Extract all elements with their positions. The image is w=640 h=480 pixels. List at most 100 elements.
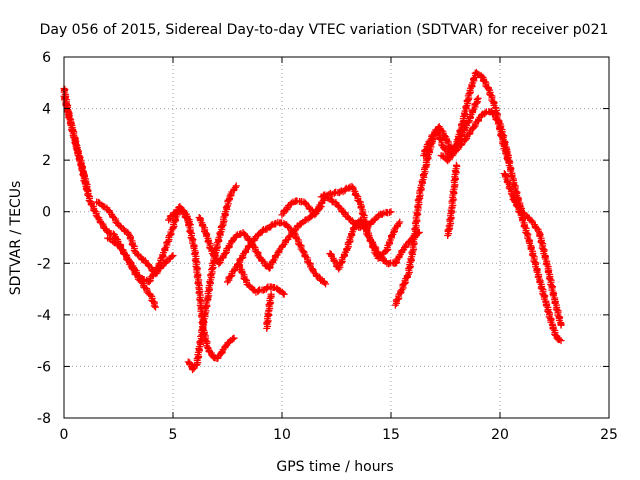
data-point	[189, 366, 197, 374]
data-point	[88, 201, 96, 209]
series-track-d	[104, 203, 194, 286]
data-point	[196, 338, 204, 346]
data-point	[557, 337, 565, 345]
data-point	[261, 262, 269, 270]
series-track-f	[184, 182, 240, 374]
x-tick-label: 0	[60, 427, 69, 443]
data-point	[320, 278, 328, 286]
data-point	[221, 249, 229, 257]
data-point	[461, 136, 469, 144]
y-axis-label: SDTVAR / TECUs	[8, 181, 24, 296]
data-point	[231, 183, 239, 191]
data-point	[84, 187, 92, 195]
x-axis-label: GPS time / hours	[276, 459, 393, 475]
data-point	[359, 210, 367, 218]
data-point	[186, 228, 194, 236]
series-track-j	[263, 290, 275, 332]
data-point	[316, 273, 324, 281]
series-track-i	[234, 260, 288, 298]
data-point	[503, 150, 511, 158]
data-point	[395, 252, 403, 260]
data-point	[535, 227, 543, 235]
data-point	[301, 217, 309, 225]
data-point	[557, 321, 565, 329]
data-point	[215, 260, 223, 268]
data-point	[386, 208, 394, 216]
data-point	[426, 136, 434, 144]
series-track-s	[509, 195, 565, 329]
data-point	[415, 228, 423, 236]
x-tick-label: 25	[600, 427, 618, 443]
data-point	[411, 225, 419, 233]
data-point	[161, 245, 169, 253]
data-point	[387, 208, 395, 216]
data-point	[152, 303, 160, 311]
y-tick-label: 2	[42, 153, 51, 169]
x-tick-label: 20	[491, 427, 509, 443]
y-tick-label: -6	[37, 359, 51, 375]
data-point	[129, 241, 137, 249]
data-point	[556, 336, 564, 344]
data-point	[484, 85, 492, 93]
data-point	[456, 127, 464, 135]
y-tick-label: -2	[37, 256, 51, 272]
data-point	[145, 278, 153, 286]
data-point	[230, 334, 238, 342]
y-tick-label: -8	[37, 411, 51, 427]
data-point	[280, 290, 288, 298]
data-point	[146, 291, 154, 299]
y-tick-label: 0	[42, 205, 51, 221]
y-tick-label: -4	[37, 308, 51, 324]
series-track-m	[326, 216, 423, 273]
data-point	[538, 285, 546, 293]
data-point	[436, 135, 444, 143]
chart-title: Day 056 of 2015, Sidereal Day-to-day VTE…	[40, 22, 609, 38]
data-point	[263, 284, 271, 292]
data-point	[224, 278, 231, 286]
plot-frame	[63, 56, 610, 419]
data-marks	[60, 68, 565, 374]
data-point	[510, 181, 518, 189]
data-point	[200, 310, 208, 318]
data-point	[495, 118, 503, 126]
x-tick-label: 5	[169, 427, 178, 443]
data-point	[497, 124, 505, 132]
series-track-r	[500, 170, 565, 345]
data-point	[287, 199, 295, 207]
data-point	[69, 127, 77, 135]
data-point	[504, 179, 512, 187]
data-point	[267, 290, 275, 298]
data-point	[367, 237, 375, 245]
x-tick-label: 15	[382, 427, 400, 443]
data-point	[150, 302, 158, 310]
data-point	[473, 95, 481, 103]
data-point	[452, 146, 460, 154]
data-point	[521, 223, 529, 231]
data-point	[538, 239, 546, 247]
series-track-q	[444, 161, 461, 240]
data-point	[549, 325, 557, 333]
data-point	[481, 109, 489, 117]
series-track-p	[437, 107, 526, 216]
data-point	[529, 252, 537, 260]
series-track-b	[60, 92, 92, 195]
data-point	[311, 211, 319, 219]
data-point	[474, 94, 482, 102]
data-point	[396, 218, 404, 226]
data-point	[470, 123, 478, 131]
data-point	[169, 252, 177, 260]
data-point	[317, 276, 325, 284]
data-point	[278, 242, 286, 250]
data-point	[308, 265, 316, 273]
data-point	[82, 179, 90, 187]
data-point	[199, 222, 207, 230]
data-point	[322, 280, 330, 288]
x-tick-label: 10	[273, 427, 291, 443]
data-point	[371, 215, 379, 223]
data-point	[378, 210, 386, 218]
y-tick-label: 6	[42, 50, 51, 66]
data-point	[216, 229, 224, 237]
data-point	[267, 222, 275, 230]
axis-ticks: 0 5 10 15 20 25 -8 -6 -4 -2 0 2 4 6	[37, 50, 618, 443]
